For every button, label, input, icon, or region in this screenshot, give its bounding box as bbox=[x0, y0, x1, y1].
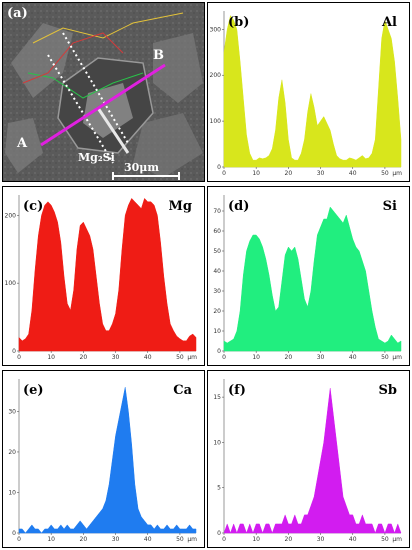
panel-label: (c) bbox=[23, 199, 44, 214]
element-label: Al bbox=[381, 15, 397, 30]
x-unit-label: μm bbox=[187, 536, 197, 543]
chart-panel-c: 0 10 20 30 40 50 μm 0 100 200 (c) Mg bbox=[2, 186, 205, 366]
x-tick-label: 30 bbox=[112, 354, 120, 361]
panel-label-a: (a) bbox=[7, 6, 28, 21]
y-tick-label: 200 bbox=[210, 72, 222, 79]
element-label: Mg bbox=[168, 199, 192, 214]
y-tick-label: 10 bbox=[213, 328, 221, 335]
y-tick-label: 0 bbox=[217, 348, 221, 355]
y-tick-label: 20 bbox=[213, 308, 221, 315]
y-tick-label: 0 bbox=[217, 164, 221, 171]
y-tick-label: 300 bbox=[210, 26, 222, 33]
x-unit-label: μm bbox=[392, 536, 402, 543]
panel-label: (b) bbox=[228, 15, 250, 30]
y-tick-label: 50 bbox=[213, 248, 221, 255]
y-tick-label: 10 bbox=[213, 439, 221, 446]
x-tick-label: 30 bbox=[317, 536, 325, 543]
x-tick-label: 10 bbox=[252, 354, 260, 361]
y-tick-label: 0 bbox=[217, 530, 221, 537]
y-tick-label: 30 bbox=[213, 288, 221, 295]
x-tick-label: 50 bbox=[176, 536, 184, 543]
series-area-ca bbox=[18, 387, 197, 534]
x-tick-label: 40 bbox=[349, 354, 357, 361]
x-tick-label: 50 bbox=[381, 536, 389, 543]
x-tick-label: 0 bbox=[222, 354, 226, 361]
x-tick-label: 30 bbox=[112, 536, 120, 543]
x-tick-label: 10 bbox=[47, 354, 55, 361]
phase-label: Mg₂Si bbox=[78, 151, 115, 164]
x-unit-label: μm bbox=[187, 354, 197, 361]
x-tick-label: 0 bbox=[17, 354, 21, 361]
micrograph-drawing bbox=[3, 3, 204, 181]
x-tick-label: 0 bbox=[222, 170, 226, 177]
x-tick-label: 10 bbox=[252, 170, 260, 177]
y-tick-label: 100 bbox=[5, 280, 17, 287]
series-area-mg bbox=[18, 197, 197, 352]
x-tick-label: 40 bbox=[349, 170, 357, 177]
chart-svg: 0 10 20 30 40 50 μm 0 5 10 15 bbox=[213, 379, 402, 543]
chart-svg: 0 10 20 30 40 50 μm 0 100 200 bbox=[5, 195, 197, 361]
x-tick-label: 50 bbox=[176, 354, 184, 361]
y-tick-label: 15 bbox=[213, 394, 221, 401]
x-unit-label: μm bbox=[392, 354, 402, 361]
y-tick-label: 30 bbox=[8, 408, 16, 415]
point-a-label: A bbox=[17, 136, 28, 151]
element-label: Si bbox=[382, 199, 397, 214]
chart-panel-f: 0 10 20 30 40 50 μm 0 5 10 15 (f) Sb bbox=[207, 370, 410, 548]
x-tick-label: 40 bbox=[349, 536, 357, 543]
y-tick-label: 100 bbox=[210, 118, 222, 125]
x-tick-label: 20 bbox=[285, 536, 293, 543]
scale-bar-label: 30μm bbox=[124, 161, 159, 174]
x-tick-label: 20 bbox=[285, 170, 293, 177]
y-tick-label: 200 bbox=[5, 212, 17, 219]
x-tick-label: 0 bbox=[222, 536, 226, 543]
series-area-si bbox=[223, 206, 402, 352]
y-tick-label: 20 bbox=[8, 449, 16, 456]
point-b-label: B bbox=[153, 48, 164, 63]
x-tick-label: 20 bbox=[80, 536, 88, 543]
panel-label: (d) bbox=[228, 199, 250, 214]
y-tick-label: 0 bbox=[12, 348, 16, 355]
panel-label: (e) bbox=[23, 383, 44, 398]
element-label: Ca bbox=[173, 383, 192, 398]
y-tick-label: 10 bbox=[8, 489, 16, 496]
chart-panel-b: 0 10 20 30 40 50 μm 0 100 200 300 (b) Al bbox=[207, 2, 410, 182]
x-tick-label: 40 bbox=[144, 354, 152, 361]
x-tick-label: 20 bbox=[285, 354, 293, 361]
element-label: Sb bbox=[378, 383, 397, 398]
y-tick-label: 60 bbox=[213, 228, 221, 235]
chart-svg: 0 10 20 30 40 50 μm 0 100 200 300 bbox=[210, 11, 402, 177]
series-area-sb bbox=[223, 388, 402, 534]
y-tick-label: 40 bbox=[213, 268, 221, 275]
y-tick-label: 70 bbox=[213, 208, 221, 215]
x-tick-label: 10 bbox=[252, 536, 260, 543]
x-tick-label: 30 bbox=[317, 170, 325, 177]
x-unit-label: μm bbox=[392, 170, 402, 177]
panel-label: (f) bbox=[228, 383, 246, 398]
x-tick-label: 10 bbox=[47, 536, 55, 543]
x-tick-label: 0 bbox=[17, 536, 21, 543]
x-tick-label: 40 bbox=[144, 536, 152, 543]
chart-panel-d: 0 10 20 30 40 50 μm 0 10 20 30 40 50 60 70 (d) Si bbox=[207, 186, 410, 366]
x-tick-label: 50 bbox=[381, 170, 389, 177]
sem-micrograph: (a) A B Mg₂Si 30μm bbox=[2, 2, 205, 182]
chart-svg: 0 10 20 30 40 50 μm 0 10 20 30 bbox=[8, 379, 197, 543]
x-tick-label: 30 bbox=[317, 354, 325, 361]
x-tick-label: 50 bbox=[381, 354, 389, 361]
x-tick-label: 20 bbox=[80, 354, 88, 361]
series-area-al bbox=[223, 14, 402, 168]
y-tick-label: 5 bbox=[217, 485, 221, 492]
chart-panel-e: 0 10 20 30 40 50 μm 0 10 20 30 (e) Ca bbox=[2, 370, 205, 548]
y-tick-label: 0 bbox=[12, 530, 16, 537]
